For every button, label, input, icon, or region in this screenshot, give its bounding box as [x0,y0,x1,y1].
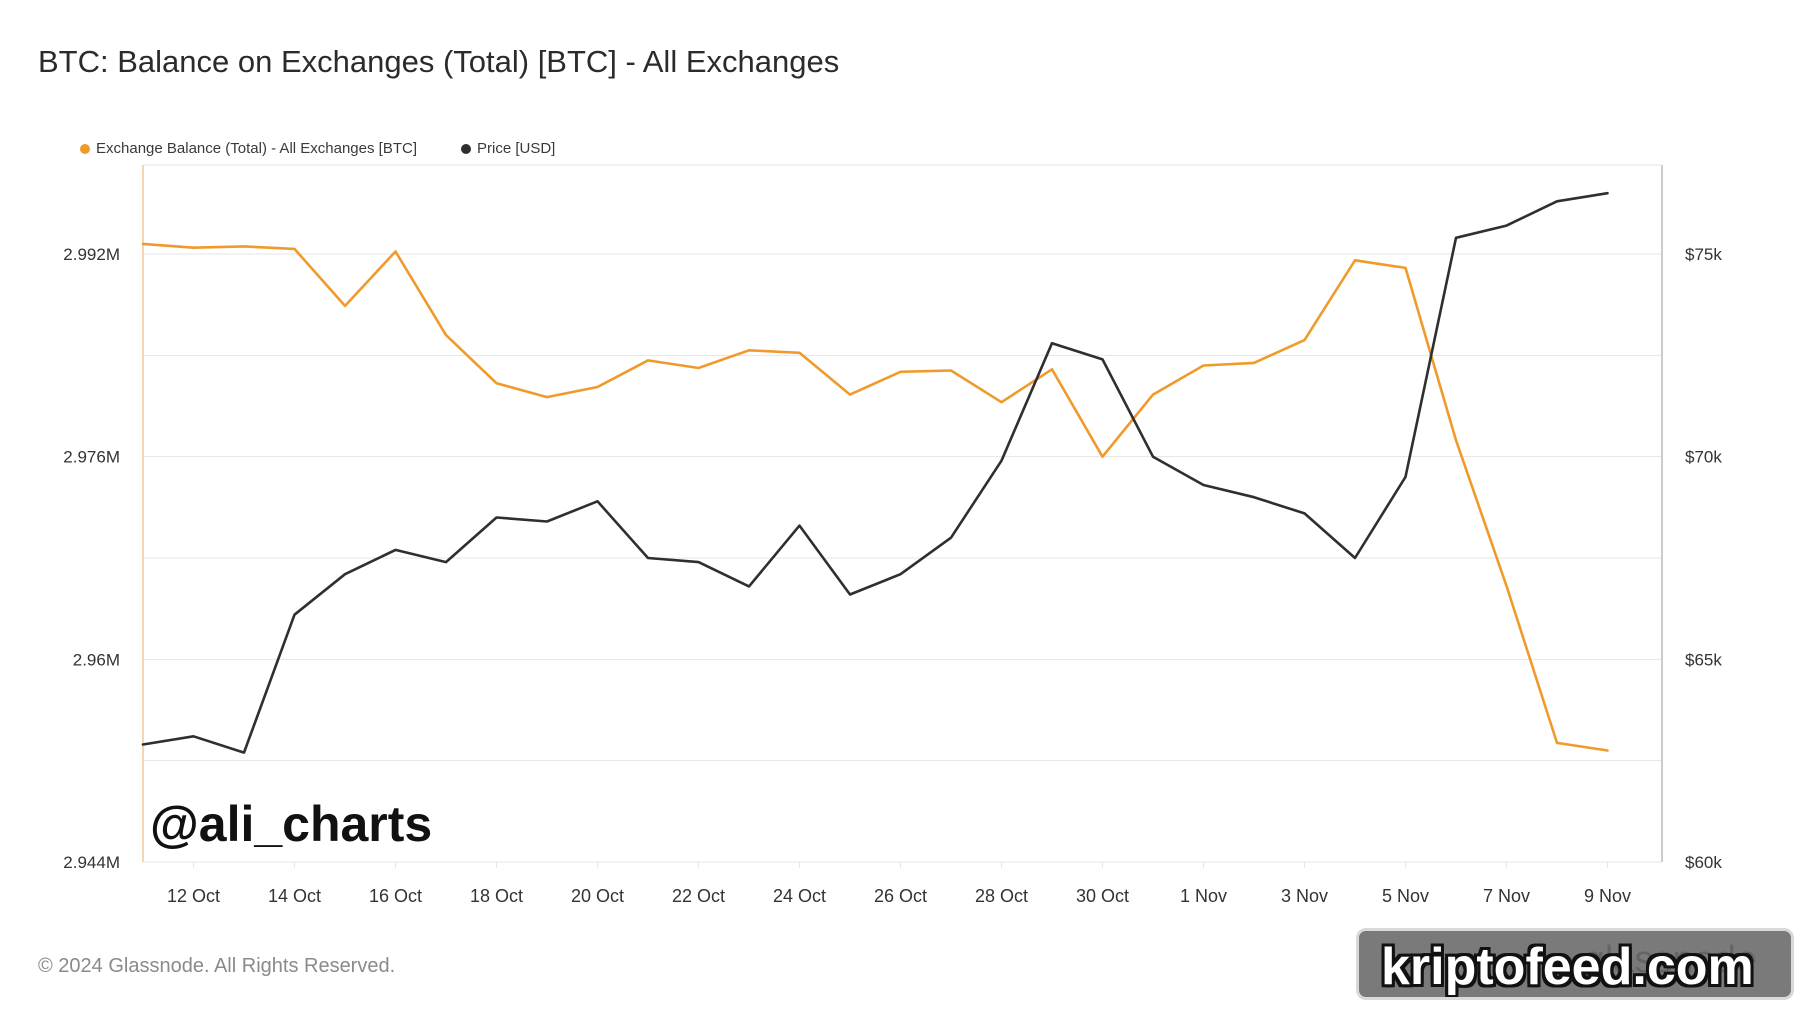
y-right-tick-label: $65k [1685,650,1722,669]
x-tick-label: 1 Nov [1180,886,1227,906]
copyright-footer: © 2024 Glassnode. All Rights Reserved. [38,955,396,977]
legend-dot-balance [80,143,90,154]
legend-label-price: Price [USD] [477,140,556,157]
legend-dot-price [461,143,471,154]
chart-title: BTC: Balance on Exchanges (Total) [BTC] … [38,44,840,79]
site-badge: glassnode kriptofeed.com [1356,928,1794,1000]
y-left-tick-label: 2.976M [63,448,120,467]
x-tick-label: 26 Oct [874,886,927,906]
tick-labels: 2.992M 2.976M 2.96M 2.944M $75k $70k $65k $60k 1… [63,245,1722,906]
x-tick-label: 9 Nov [1584,886,1631,906]
x-tick-label: 7 Nov [1483,886,1530,906]
price-line [141,191,1609,754]
y-left-tick-label: 2.96M [73,650,120,669]
y-right-tick-label: $70k [1685,448,1722,467]
watermark-text: @ali_charts [150,796,433,852]
x-tick-label: 20 Oct [571,886,624,906]
x-tick-label: 24 Oct [773,886,826,906]
exchange-balance-line [141,242,1609,752]
y-left-tick-label: 2.992M [63,245,120,264]
y-left-tick-label: 2.944M [63,853,120,872]
x-tick-label: 22 Oct [672,886,725,906]
chart-legend: Exchange Balance (Total) - All Exchanges… [80,140,555,157]
x-tick-label: 28 Oct [975,886,1028,906]
x-tick-label: 18 Oct [470,886,523,906]
x-tick-label: 12 Oct [167,886,220,906]
series-lines [141,191,1609,754]
badge-text: kriptofeed.com [1381,938,1754,996]
y-right-tick-label: $60k [1685,853,1722,872]
badge-ghost-logo: glassnode [1583,939,1757,981]
x-tick-label: 30 Oct [1076,886,1129,906]
legend-label-balance: Exchange Balance (Total) - All Exchanges… [96,140,417,157]
x-tick-label: 3 Nov [1281,886,1328,906]
x-tick-label: 16 Oct [369,886,422,906]
legend-item-price[interactable]: Price [USD] [461,140,555,157]
y-right-tick-label: $75k [1685,245,1722,264]
x-tick-label: 14 Oct [268,886,321,906]
axes [142,164,1663,863]
x-tick-label: 5 Nov [1382,886,1429,906]
legend-item-balance[interactable]: Exchange Balance (Total) - All Exchanges… [80,140,417,157]
